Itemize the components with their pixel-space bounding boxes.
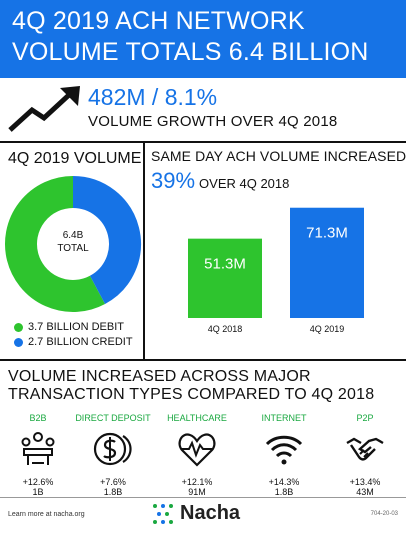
header-title-line1: 4Q 2019 ACH NETWORK (12, 7, 305, 35)
transaction-pct: +12.6% (22, 477, 54, 487)
handshake-icon (346, 437, 384, 461)
wifi-icon (265, 435, 303, 465)
transaction-pct: +12.1% (181, 477, 213, 487)
transaction-amount: 91M (188, 487, 206, 497)
legend-dot-credit (14, 338, 23, 347)
transaction-pct: +14.3% (268, 477, 300, 487)
transaction-internet: INTERNET +14.3% 1.8B (246, 413, 322, 497)
heart-pulse-icon (178, 433, 216, 467)
bar-value-label: 51.3M (204, 256, 246, 273)
bar-4q-2018 (188, 238, 262, 318)
donut-legend: 3.7 BILLION DEBIT 2.7 BILLION CREDIT (14, 320, 133, 350)
transaction-p2p: P2P +13.4% 43M (327, 413, 403, 497)
transaction-name: HEALTHCARE (167, 413, 227, 423)
transaction-amount: 1.8B (103, 487, 123, 497)
bar-chart-subtitle-text: OVER 4Q 2018 (199, 176, 290, 191)
header-banner: 4Q 2019 ACH NETWORK VOLUME TOTALS 6.4 BI… (0, 0, 406, 78)
donut-center-value: 6.4B (63, 230, 84, 241)
brand-name: Nacha (180, 502, 241, 524)
transaction-name: P2P (356, 413, 374, 423)
meeting-table-icon (21, 432, 55, 465)
legend-label-debit: 3.7 BILLION DEBIT (28, 321, 124, 333)
nacha-logo-icon (153, 503, 173, 524)
legend-item-debit: 3.7 BILLION DEBIT (14, 320, 133, 335)
donut-chart-title: 4Q 2019 VOLUME (8, 150, 142, 167)
transaction-amount: 1.8B (274, 487, 294, 497)
transaction-pct: +7.6% (100, 477, 126, 487)
dollar-coin-icon (93, 432, 132, 466)
transaction-name: INTERNET (261, 413, 307, 423)
bar-chart-highlight: 39% (151, 168, 196, 193)
transactions-title-line2: TRANSACTION TYPES COMPARED TO 4Q 2018 (8, 386, 375, 403)
transaction-direct-deposit: DIRECT DEPOSIT +7.6% 1.8B (75, 413, 151, 497)
legend-dot-debit (14, 323, 23, 332)
trend-arrow-icon (8, 86, 80, 132)
transactions-title-line1: VOLUME INCREASED ACROSS MAJOR (8, 368, 311, 385)
transaction-b2b: B2B +12.6% 1B (0, 413, 76, 497)
divider-top (0, 141, 406, 143)
transaction-amount: 43M (356, 487, 374, 497)
bar-category-label: 4Q 2018 (208, 324, 243, 334)
transaction-amount: 1B (32, 487, 44, 497)
growth-headline: 482M / 8.1% (88, 84, 218, 110)
growth-section: 482M / 8.1% VOLUME GROWTH OVER 4Q 2018 (0, 78, 406, 140)
bar-chart-title: SAME DAY ACH VOLUME INCREASED (151, 148, 406, 164)
learn-more-link[interactable]: Learn more at nacha.org (8, 511, 85, 518)
divider-bottom (0, 497, 406, 498)
nacha-brand: Nacha (152, 502, 240, 525)
bar-chart: 51.3M 4Q 2018 71.3M 4Q 2019 (188, 207, 364, 334)
transaction-healthcare: HEALTHCARE +12.1% 91M (159, 413, 235, 497)
bar-4q-2019 (290, 207, 364, 318)
donut-center-label: TOTAL (57, 243, 89, 254)
bar-value-label: 71.3M (306, 225, 348, 242)
transactions-title: VOLUME INCREASED ACROSS MAJOR TRANSACTIO… (8, 368, 374, 404)
header-title-line2: VOLUME TOTALS 6.4 BILLION (12, 38, 369, 66)
transaction-name: B2B (29, 413, 47, 423)
legend-item-credit: 2.7 BILLION CREDIT (14, 335, 133, 350)
transaction-name: DIRECT DEPOSIT (75, 413, 151, 423)
divider-middle (0, 359, 406, 361)
document-code: 704-20-03 (370, 511, 398, 517)
donut-chart: 6.4B TOTAL (5, 176, 141, 312)
donut-slice-credit (72, 176, 141, 304)
bar-category-label: 4Q 2019 (310, 324, 345, 334)
legend-label-credit: 2.7 BILLION CREDIT (28, 336, 133, 348)
transaction-pct: +13.4% (349, 477, 381, 487)
growth-subtitle: VOLUME GROWTH OVER 4Q 2018 (88, 113, 338, 130)
divider-vertical (143, 141, 145, 359)
donut-slice-debit (5, 176, 106, 312)
bar-chart-subtitle: 39% OVER 4Q 2018 (151, 168, 289, 194)
